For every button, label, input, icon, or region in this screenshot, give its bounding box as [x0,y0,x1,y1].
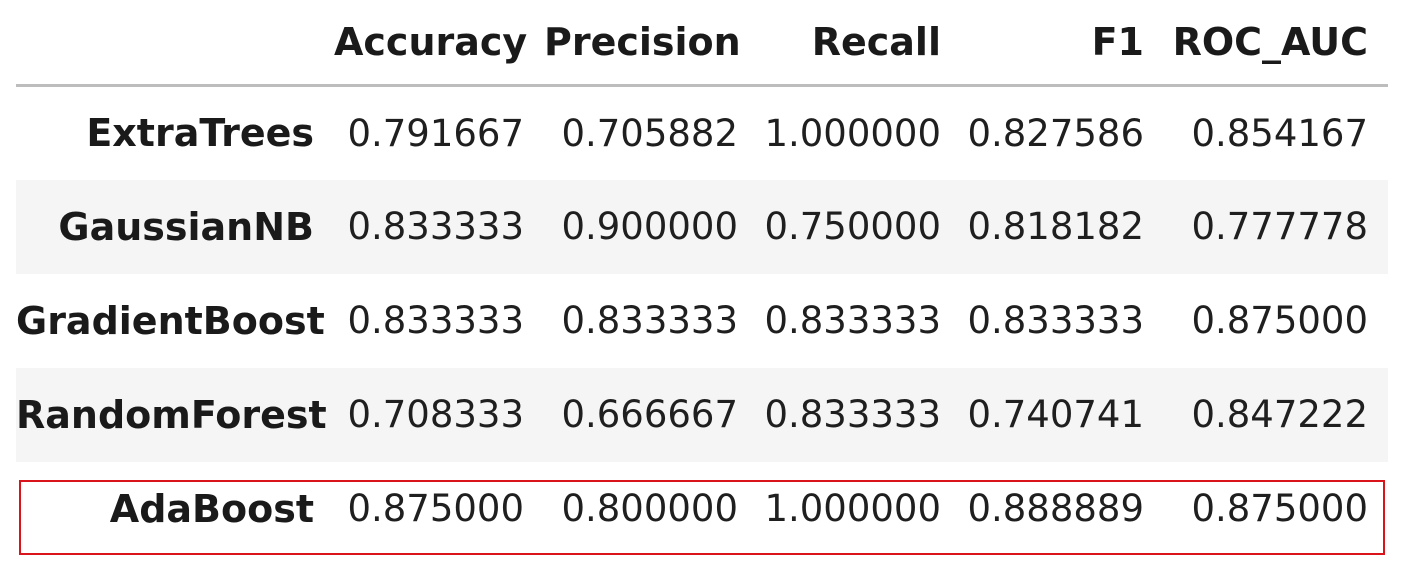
table-header: Accuracy Precision Recall F1 ROC_AUC [16,0,1388,87]
cell-f1: 0.833333 [967,299,1144,342]
cell-roc-auc: 0.777778 [1191,205,1368,248]
column-header-accuracy: Accuracy [334,0,544,87]
cell-accuracy: 0.833333 [347,299,524,342]
table-row: RandomForest 0.708333 0.666667 0.833333 … [16,367,1388,462]
cell-f1: 0.740741 [967,393,1144,436]
table-row: GradientBoost 0.833333 0.833333 0.833333… [16,274,1388,368]
cell-roc-auc: 0.854167 [1191,111,1368,155]
row-label: ExtraTrees [86,111,314,156]
row-label: RandomForest [16,392,327,437]
cell-recall: 0.833333 [764,393,941,436]
cell-recall: 1.000000 [764,111,941,155]
cell-precision: 0.705882 [561,111,738,155]
results-table-container: Accuracy Precision Recall F1 ROC_AUC Ext… [16,0,1388,556]
table-body: ExtraTrees 0.791667 0.705882 1.000000 0.… [16,86,1388,556]
cell-accuracy: 0.791667 [347,111,524,155]
cell-f1: 0.818182 [967,205,1144,248]
model-metrics-table: Accuracy Precision Recall F1 ROC_AUC Ext… [16,0,1388,556]
table-row: ExtraTrees 0.791667 0.705882 1.000000 0.… [16,86,1388,180]
cell-precision: 0.833333 [561,299,738,342]
cell-recall: 1.000000 [764,487,941,530]
column-header-recall: Recall [758,0,961,87]
cell-roc-auc: 0.847222 [1191,393,1368,436]
cell-f1: 0.827586 [967,111,1144,155]
column-header-precision: Precision [544,0,758,87]
column-header-f1: F1 [961,0,1164,87]
cell-recall: 0.750000 [764,205,941,248]
cell-recall: 0.833333 [764,299,941,342]
cell-roc-auc: 0.875000 [1191,487,1368,530]
row-label: GaussianNB [58,204,314,249]
header-row: Accuracy Precision Recall F1 ROC_AUC [16,0,1388,87]
cell-accuracy: 0.875000 [347,487,524,530]
row-label: GradientBoost [16,298,325,343]
cell-f1: 0.888889 [967,487,1144,530]
cell-accuracy: 0.833333 [347,205,524,248]
table-row: GaussianNB 0.833333 0.900000 0.750000 0.… [16,179,1388,274]
index-header [16,0,334,87]
column-header-roc-auc: ROC_AUC [1164,0,1388,87]
cell-precision: 0.666667 [561,393,738,436]
cell-accuracy: 0.708333 [347,393,524,436]
cell-precision: 0.900000 [561,205,738,248]
cell-precision: 0.800000 [561,487,738,530]
cell-roc-auc: 0.875000 [1191,299,1368,342]
row-label: AdaBoost [109,486,314,531]
table-row-highlighted: AdaBoost 0.875000 0.800000 1.000000 0.88… [16,462,1388,556]
